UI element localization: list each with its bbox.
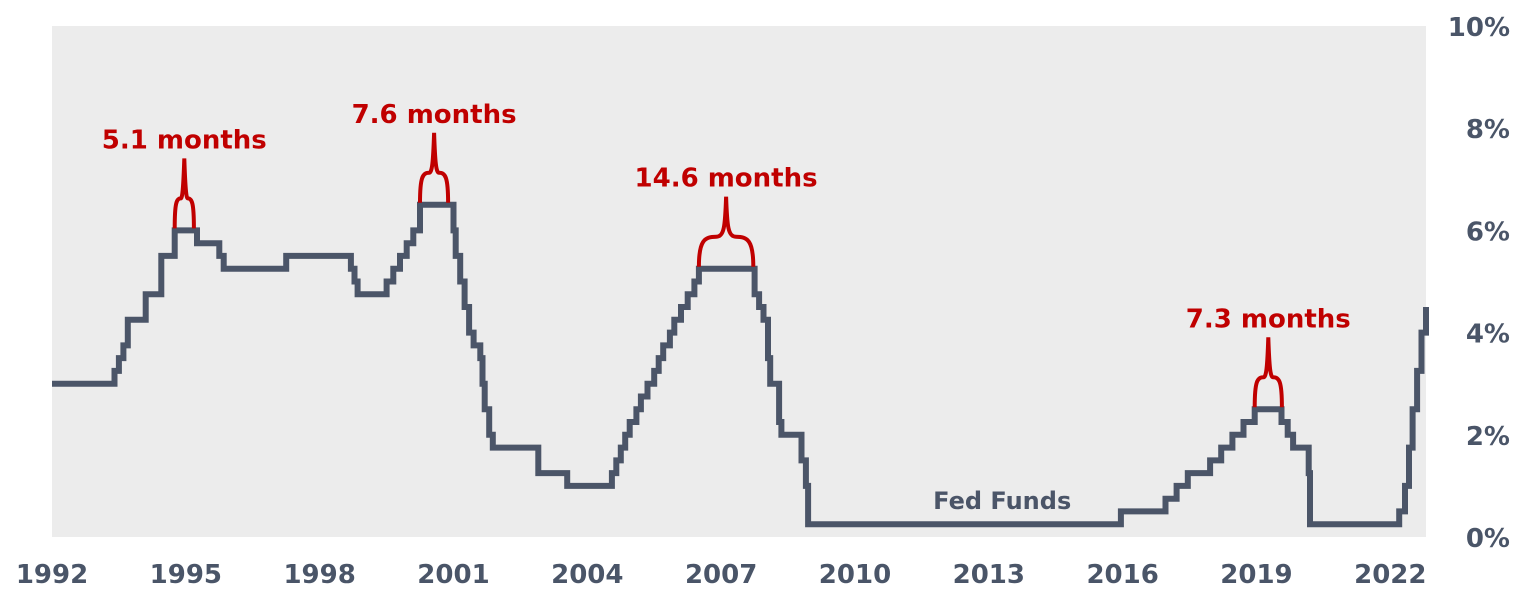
annotations-group: 5.1 months 7.6 months 14.6 months 7.3 month… [102,100,1351,408]
annotation-label: 14.6 months [635,164,818,194]
y-tick-label: 8% [1466,115,1510,145]
annotation-bracket [418,132,451,203]
annotation-label: 5.1 months [102,125,267,155]
series-label: Fed Funds [933,487,1071,515]
series-group: Fed Funds [52,201,1429,528]
x-tick-label: 2019 [1220,560,1292,590]
x-tick-label: 1995 [150,560,222,590]
x-tick-label: 1992 [16,560,88,590]
x-tick-label: 2010 [819,560,891,590]
y-tick-label: 0% [1466,524,1510,554]
y-axis: 0% 2% 4% 6% 8% 10% [1448,13,1510,554]
x-tick-label: 2016 [1086,560,1158,590]
annotation-bracket [172,158,196,229]
plot-area [52,26,1426,537]
series-line-fed-funds [52,201,1429,528]
annotation-label: 7.6 months [352,100,517,130]
y-tick-label: 4% [1466,320,1510,350]
y-tick-label: 10% [1448,13,1510,43]
x-tick-label: 2022 [1354,560,1426,590]
x-tick-label: 2007 [685,560,757,590]
annotation-bracket [696,196,756,267]
x-tick-label: 2004 [551,560,623,590]
x-tick-label: 2013 [953,560,1025,590]
annotation-bracket [1252,337,1284,408]
y-tick-label: 6% [1466,217,1510,247]
y-tick-label: 2% [1466,422,1510,452]
x-tick-label: 2001 [417,560,489,590]
x-axis: 1992 1995 1998 2001 2004 2007 2010 2013 2016 2019… [16,560,1427,590]
x-tick-label: 1998 [283,560,355,590]
annotation-label: 7.3 months [1186,304,1351,334]
